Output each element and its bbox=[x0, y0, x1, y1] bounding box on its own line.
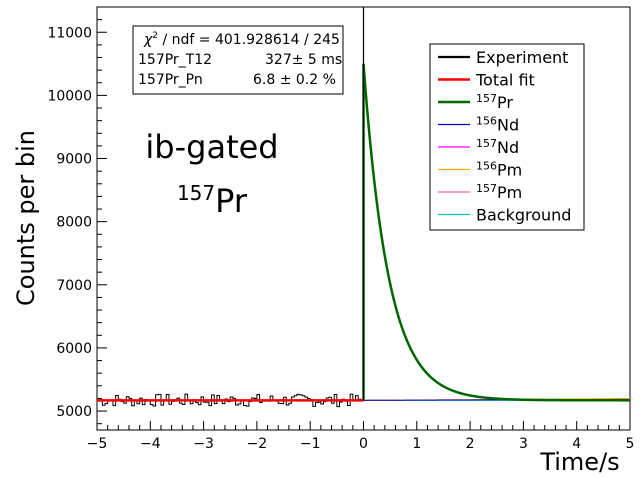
x-tick-label: −2 bbox=[247, 436, 268, 452]
stats-box: χ2 / ndf = 401.928614 / 245 157Pr_T12 32… bbox=[132, 25, 344, 95]
legend-label: 157Nd bbox=[476, 137, 519, 157]
stats-chi2: χ2 / ndf = 401.928614 / 245 bbox=[143, 31, 340, 48]
y-axis-label: Counts per bin bbox=[12, 130, 40, 306]
stats-row2-value: 6.8 ± 0.2 % bbox=[253, 72, 336, 88]
series-group bbox=[97, 7, 630, 408]
axis-ticks: −5 −4 −3 −2 −1 0 1 2 3 4 5 5000 6000 7000 8000 9000 1000… bbox=[47, 6, 635, 452]
y-tick-label: 10000 bbox=[47, 88, 92, 104]
annotation-isotope-mass: 157 bbox=[177, 181, 215, 205]
y-tick-label: 6000 bbox=[56, 341, 92, 357]
x-tick-label: 2 bbox=[466, 436, 475, 452]
stats-row2-name: 157Pr_Pn bbox=[138, 72, 203, 88]
legend-label: Experiment bbox=[476, 48, 568, 67]
y-tick-label: 8000 bbox=[56, 215, 92, 231]
x-tick-label: −4 bbox=[140, 436, 161, 452]
annotation-gating: ib-gated bbox=[145, 128, 278, 166]
x-tick-label: 4 bbox=[572, 436, 581, 452]
y-tick-label: 5000 bbox=[56, 404, 92, 420]
x-tick-label: 5 bbox=[626, 436, 635, 452]
legend-label: 157Pm bbox=[476, 182, 522, 202]
legend-frame bbox=[429, 43, 585, 231]
legend-label: Total fit bbox=[475, 71, 535, 90]
x-tick-label: 0 bbox=[359, 436, 368, 452]
stats-row1-value: 327± 5 ms bbox=[265, 52, 342, 68]
legend-label: 156Pm bbox=[476, 160, 522, 180]
x-tick-label: 3 bbox=[519, 436, 528, 452]
annotation-isotope-name: Pr bbox=[215, 182, 248, 220]
stats-row1-name: 157Pr_T12 bbox=[138, 52, 212, 68]
y-tick-label: 7000 bbox=[56, 278, 92, 294]
x-tick-label: −5 bbox=[87, 436, 108, 452]
x-tick-label: −1 bbox=[300, 436, 321, 452]
annotation-isotope: 157Pr bbox=[177, 181, 248, 220]
legend-label: 157Pr bbox=[476, 92, 513, 112]
pr157-series bbox=[362, 63, 630, 402]
x-tick-label: 1 bbox=[412, 436, 421, 452]
y-tick-label: 11000 bbox=[47, 25, 92, 41]
x-axis-label: Time/s bbox=[539, 448, 619, 476]
legend-label: Background bbox=[476, 206, 571, 225]
x-tick-label: −3 bbox=[193, 436, 214, 452]
legend-label: 156Nd bbox=[476, 115, 519, 135]
y-tick-label: 9000 bbox=[56, 152, 92, 168]
